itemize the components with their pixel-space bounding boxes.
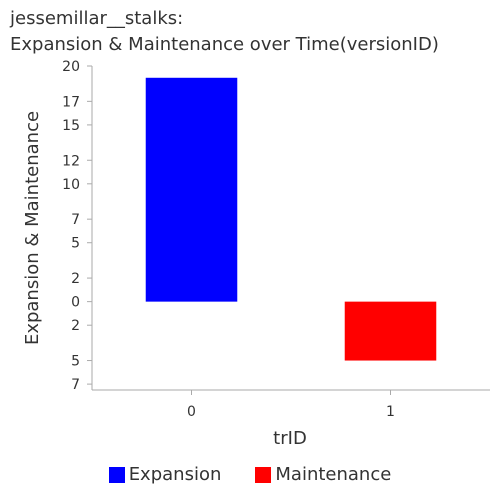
y-tick-label: 5 [71,236,80,252]
x-tick-label: 1 [386,404,395,420]
legend-swatch-expansion [109,467,125,483]
legend-swatch-maintenance [255,467,271,483]
legend-label-expansion: Expansion [129,464,222,485]
bar-maintenance [345,302,437,361]
x-axis-title: trID [273,428,307,449]
legend-item-maintenance: Maintenance [255,464,391,485]
y-axis-title: Expansion & Maintenance [22,111,43,345]
y-tick-label: 17 [62,94,80,110]
y-tick-label: 15 [62,118,80,134]
y-tick-label: 2 [71,271,80,287]
x-tick-label: 0 [187,404,196,420]
y-tick-label: 12 [62,153,80,169]
y-tick-label: 7 [71,212,80,228]
legend-label-maintenance: Maintenance [275,464,391,485]
y-tick-label: 10 [62,177,80,193]
y-tick-label: 0 [71,295,80,311]
bar-expansion [146,78,238,302]
chart-legend: Expansion Maintenance [0,464,500,485]
chart-bars [146,78,437,361]
y-tick-label: 7 [71,377,80,393]
y-tick-label: 20 [62,59,80,75]
legend-item-expansion: Expansion [109,464,222,485]
y-tick-label: 5 [71,354,80,370]
y-tick-label: 2 [71,318,80,334]
